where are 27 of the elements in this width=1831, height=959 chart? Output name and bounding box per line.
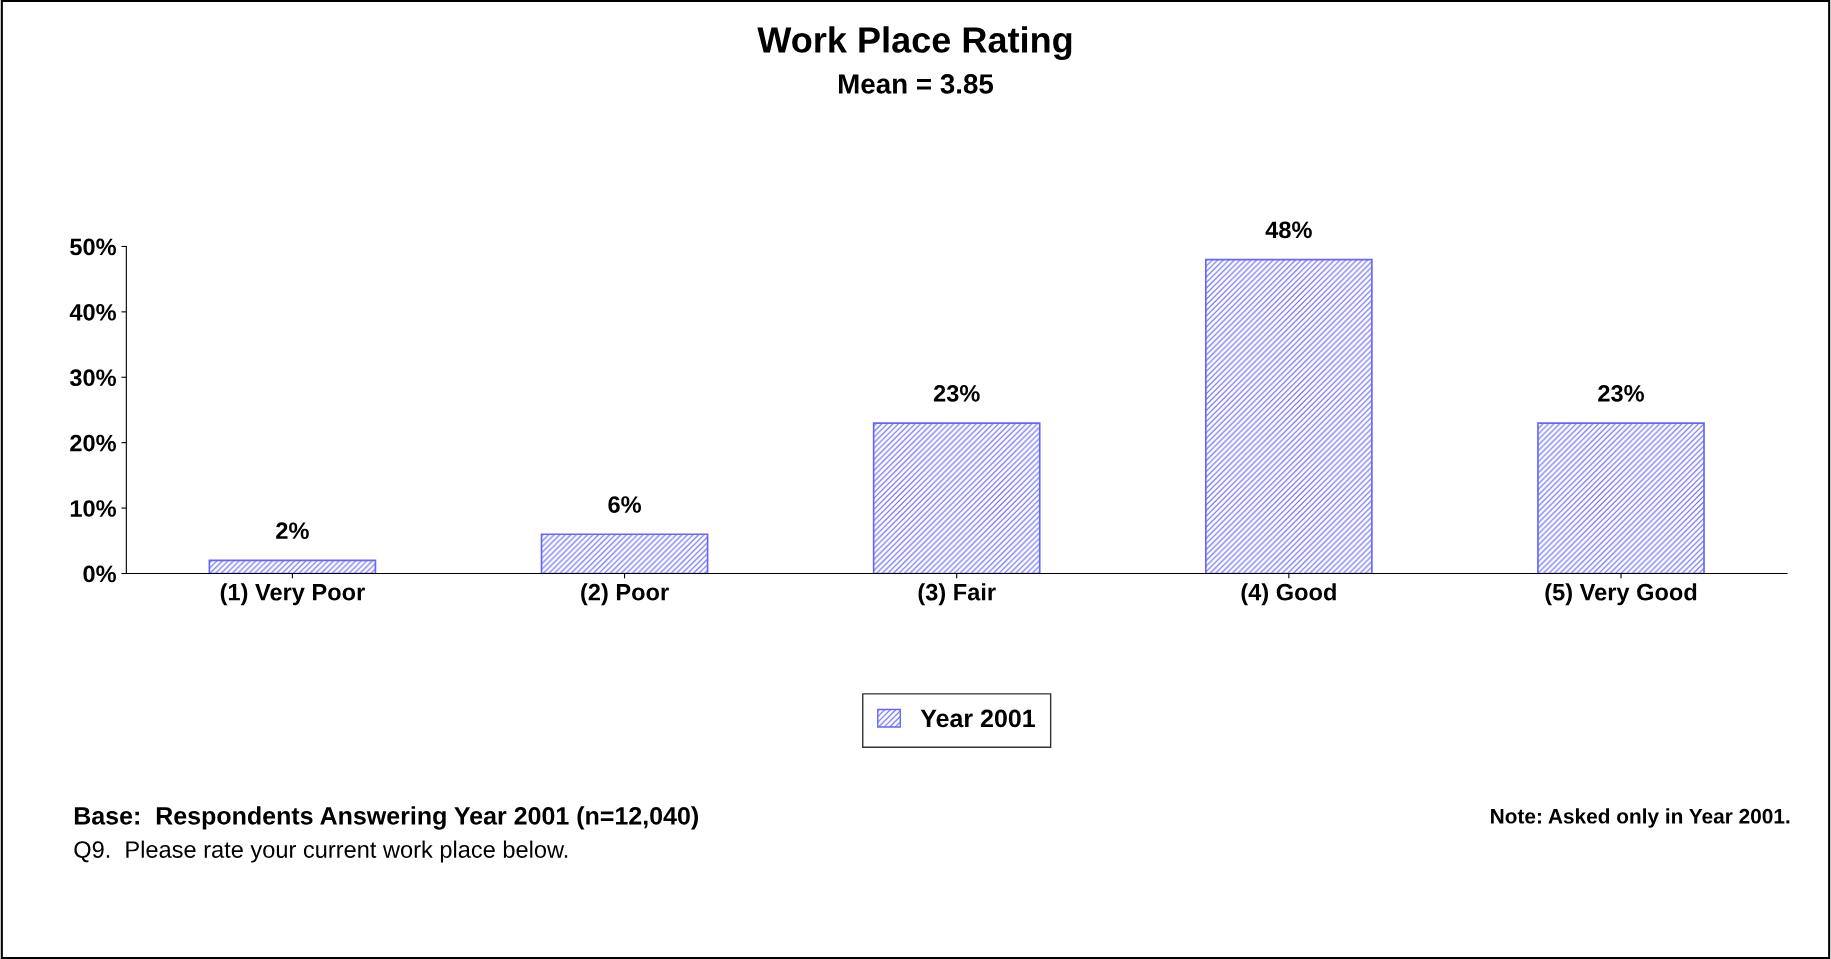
x-tick-label: (1) Very Poor <box>220 583 365 606</box>
chart-title: Work Place Rating <box>757 26 1072 61</box>
bar <box>1537 422 1705 574</box>
bar <box>208 559 377 574</box>
text: Q9. Please rate your current work place below. <box>74 840 568 863</box>
y-tick-label: 50% <box>70 238 116 256</box>
x-tick-label: (4) Good <box>1241 583 1336 606</box>
bar <box>872 422 1041 574</box>
bar <box>1204 258 1373 574</box>
data-label: 6% <box>608 496 641 513</box>
y-tick-label: 20% <box>70 434 116 452</box>
y-tick-label: 0% <box>83 565 116 583</box>
chart-subtitle: Mean = 3.85 <box>839 74 994 94</box>
data-label: 48% <box>1265 221 1312 239</box>
text: Base: Respondents Answering Year 2001 (n=12,040) <box>74 806 698 830</box>
data-label: 23% <box>933 385 980 402</box>
x-tick-label: (2) Poor <box>581 583 669 606</box>
text: Note: Asked only in Year 2001. <box>1491 808 1790 828</box>
y-tick-label: 30% <box>69 369 116 387</box>
data-label: 23% <box>1598 385 1644 402</box>
y-tick-label: 10% <box>70 500 116 517</box>
legend-label: Year 2001 <box>920 709 1035 728</box>
bar <box>540 533 709 574</box>
x-tick-label: (3) Fair <box>918 583 996 606</box>
y-tick-label: 40% <box>69 303 116 321</box>
x-tick-label: (5) Very Good <box>1545 583 1697 606</box>
data-label: 2% <box>276 522 309 540</box>
